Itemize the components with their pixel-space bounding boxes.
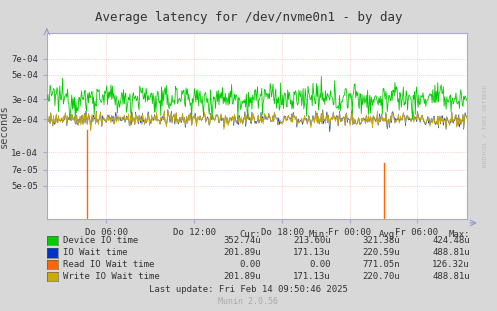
Text: 0.00: 0.00	[240, 260, 261, 269]
Text: 201.89u: 201.89u	[223, 272, 261, 281]
Text: IO Wait time: IO Wait time	[63, 248, 128, 257]
Text: 771.05n: 771.05n	[362, 260, 400, 269]
Text: Avg:: Avg:	[379, 230, 400, 239]
Text: Munin 2.0.56: Munin 2.0.56	[219, 297, 278, 306]
Y-axis label: seconds: seconds	[0, 104, 8, 148]
Text: Max:: Max:	[448, 230, 470, 239]
Text: 321.38u: 321.38u	[362, 236, 400, 245]
Text: 0.00: 0.00	[309, 260, 331, 269]
Text: Device IO time: Device IO time	[63, 236, 138, 245]
Text: 488.81u: 488.81u	[432, 248, 470, 257]
Text: RRDTOOL / TOBI OETIKER: RRDTOOL / TOBI OETIKER	[483, 85, 488, 167]
Text: 126.32u: 126.32u	[432, 260, 470, 269]
Text: 220.59u: 220.59u	[362, 248, 400, 257]
Text: 488.81u: 488.81u	[432, 272, 470, 281]
Text: 171.13u: 171.13u	[293, 248, 331, 257]
Text: 213.60u: 213.60u	[293, 236, 331, 245]
Text: 424.48u: 424.48u	[432, 236, 470, 245]
Text: 201.89u: 201.89u	[223, 248, 261, 257]
Text: Write IO Wait time: Write IO Wait time	[63, 272, 160, 281]
Text: 352.74u: 352.74u	[223, 236, 261, 245]
Text: 220.70u: 220.70u	[362, 272, 400, 281]
Text: 171.13u: 171.13u	[293, 272, 331, 281]
Text: Last update: Fri Feb 14 09:50:46 2025: Last update: Fri Feb 14 09:50:46 2025	[149, 285, 348, 294]
Text: Average latency for /dev/nvme0n1 - by day: Average latency for /dev/nvme0n1 - by da…	[95, 11, 402, 24]
Text: Read IO Wait time: Read IO Wait time	[63, 260, 155, 269]
Text: Cur:: Cur:	[240, 230, 261, 239]
Text: Min:: Min:	[309, 230, 331, 239]
